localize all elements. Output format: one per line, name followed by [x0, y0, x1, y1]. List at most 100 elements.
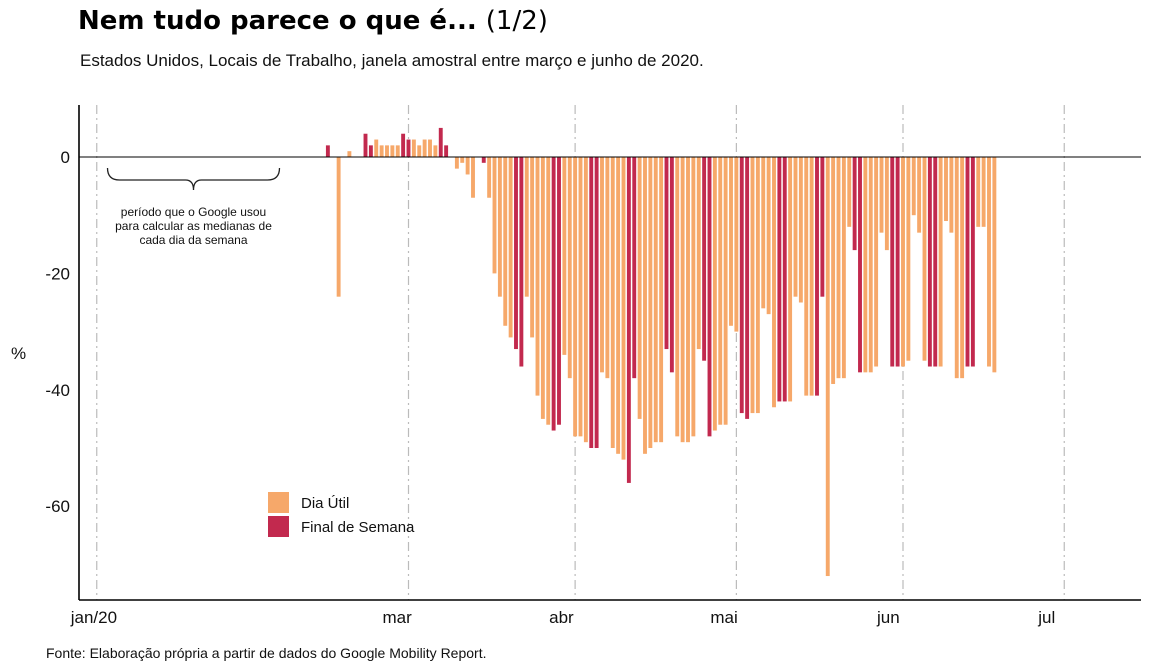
bar-weekend: [852, 157, 857, 251]
x-axis-ticks: jan/20 mar abr mai jun jul: [70, 608, 1056, 627]
bar-weekend: [777, 157, 782, 402]
bar-weekday: [976, 157, 981, 227]
bar-weekday: [460, 157, 465, 163]
bar-weekday: [981, 157, 986, 227]
annotation-text-line: período que o Google usou: [121, 205, 266, 219]
bar-weekend: [594, 157, 599, 448]
bar-weekend: [820, 157, 825, 297]
bar-weekend: [368, 145, 373, 157]
bar-weekday: [643, 157, 647, 454]
bar-weekend: [514, 157, 518, 350]
bar-weekday: [729, 157, 733, 326]
bar-weekend: [519, 157, 524, 367]
bar-weekday: [960, 157, 965, 379]
bar-weekday: [954, 157, 959, 379]
bar-weekday: [825, 157, 830, 577]
bar-weekday: [347, 151, 352, 157]
bar-weekend: [664, 157, 669, 350]
bar-weekday: [696, 157, 701, 350]
legend-label-weekend: Final de Semana: [301, 519, 415, 536]
bar-weekday: [691, 157, 696, 437]
bar-weekday: [906, 157, 911, 361]
bar-weekday: [949, 157, 954, 233]
bar-weekend: [406, 139, 411, 157]
bar-weekday: [471, 157, 475, 198]
chart-title-text: Nem tudo parece o que é...: [78, 6, 477, 36]
bar-weekday: [385, 145, 389, 157]
bar-weekday: [712, 157, 717, 431]
y-tick-label: 0: [61, 148, 70, 167]
bar-weekday: [734, 157, 739, 332]
bar-weekend: [557, 157, 561, 425]
bar-weekday: [487, 157, 492, 198]
annotation-text-line: para calcular as medianas de: [115, 219, 272, 233]
bar-weekday: [535, 157, 540, 396]
bar-weekday: [390, 145, 395, 157]
bar-weekday: [788, 157, 793, 402]
bar-weekday: [901, 157, 905, 367]
bar-weekday: [992, 157, 997, 373]
bar-weekend: [589, 157, 594, 448]
bar-weekend: [815, 157, 819, 396]
bar-weekday: [938, 157, 943, 367]
bar-weekend: [401, 133, 406, 157]
bar-weekend: [858, 157, 862, 373]
bar-weekend: [927, 157, 932, 367]
bar-weekday: [798, 157, 803, 303]
bar-weekday: [530, 157, 535, 338]
bar-weekday: [879, 157, 884, 233]
bars: [325, 127, 997, 577]
legend: Dia Útil Final de Semana: [268, 492, 415, 537]
bar-weekday: [772, 157, 776, 408]
x-tick-label: abr: [549, 608, 574, 627]
x-tick-label: mar: [383, 608, 413, 627]
bar-weekday: [524, 157, 529, 297]
chart-title-part: (1/2): [485, 6, 548, 36]
bar-weekday: [336, 157, 341, 297]
bar-weekday: [675, 157, 680, 437]
bar-weekday: [411, 139, 416, 157]
bar-weekday: [616, 157, 621, 454]
annotation-bracket: [106, 167, 281, 191]
bar-weekend: [895, 157, 900, 367]
bar-weekend: [626, 157, 631, 483]
bar-weekday: [680, 157, 685, 443]
bar-weekday: [922, 157, 927, 361]
bar-weekday: [868, 157, 873, 373]
bar-weekday: [831, 157, 836, 384]
bar-weekday: [874, 157, 879, 367]
chart-subtitle: Estados Unidos, Locais de Trabalho, jane…: [80, 51, 704, 70]
bar-weekday: [433, 145, 438, 157]
bar-weekday: [605, 157, 610, 379]
bar-weekend: [933, 157, 938, 367]
bar-weekday: [653, 157, 658, 443]
bar-weekday: [793, 157, 798, 297]
bar-weekday: [863, 157, 868, 373]
bar-weekday: [562, 157, 567, 355]
bar-weekend: [970, 157, 975, 367]
y-tick-label: -20: [45, 264, 70, 283]
bar-weekday: [809, 157, 814, 396]
bar-weekday: [454, 157, 459, 169]
bar-weekend: [707, 157, 712, 437]
bar-weekday: [583, 157, 588, 443]
y-axis-ticks: 0 -20 -40 -60: [45, 148, 70, 516]
bar-weekday: [492, 157, 497, 274]
bar-weekend: [551, 157, 556, 431]
bar-weekday: [465, 157, 470, 175]
bar-weekday: [750, 157, 755, 414]
bar-weekday: [600, 157, 604, 373]
bar-weekday: [567, 157, 572, 379]
bar-weekend: [782, 157, 787, 402]
bar-weekend: [745, 157, 750, 419]
bar-weekday: [573, 157, 578, 437]
bar-weekday: [417, 145, 422, 157]
bar-weekday: [540, 157, 545, 419]
x-tick-label: jan/20: [70, 608, 117, 627]
legend-swatch-weekend: [268, 516, 289, 537]
bar-weekday: [637, 157, 642, 419]
bar-weekend: [438, 127, 443, 157]
bar-weekend: [481, 157, 486, 163]
bar-weekday: [944, 157, 948, 222]
bar-weekend: [890, 157, 895, 367]
